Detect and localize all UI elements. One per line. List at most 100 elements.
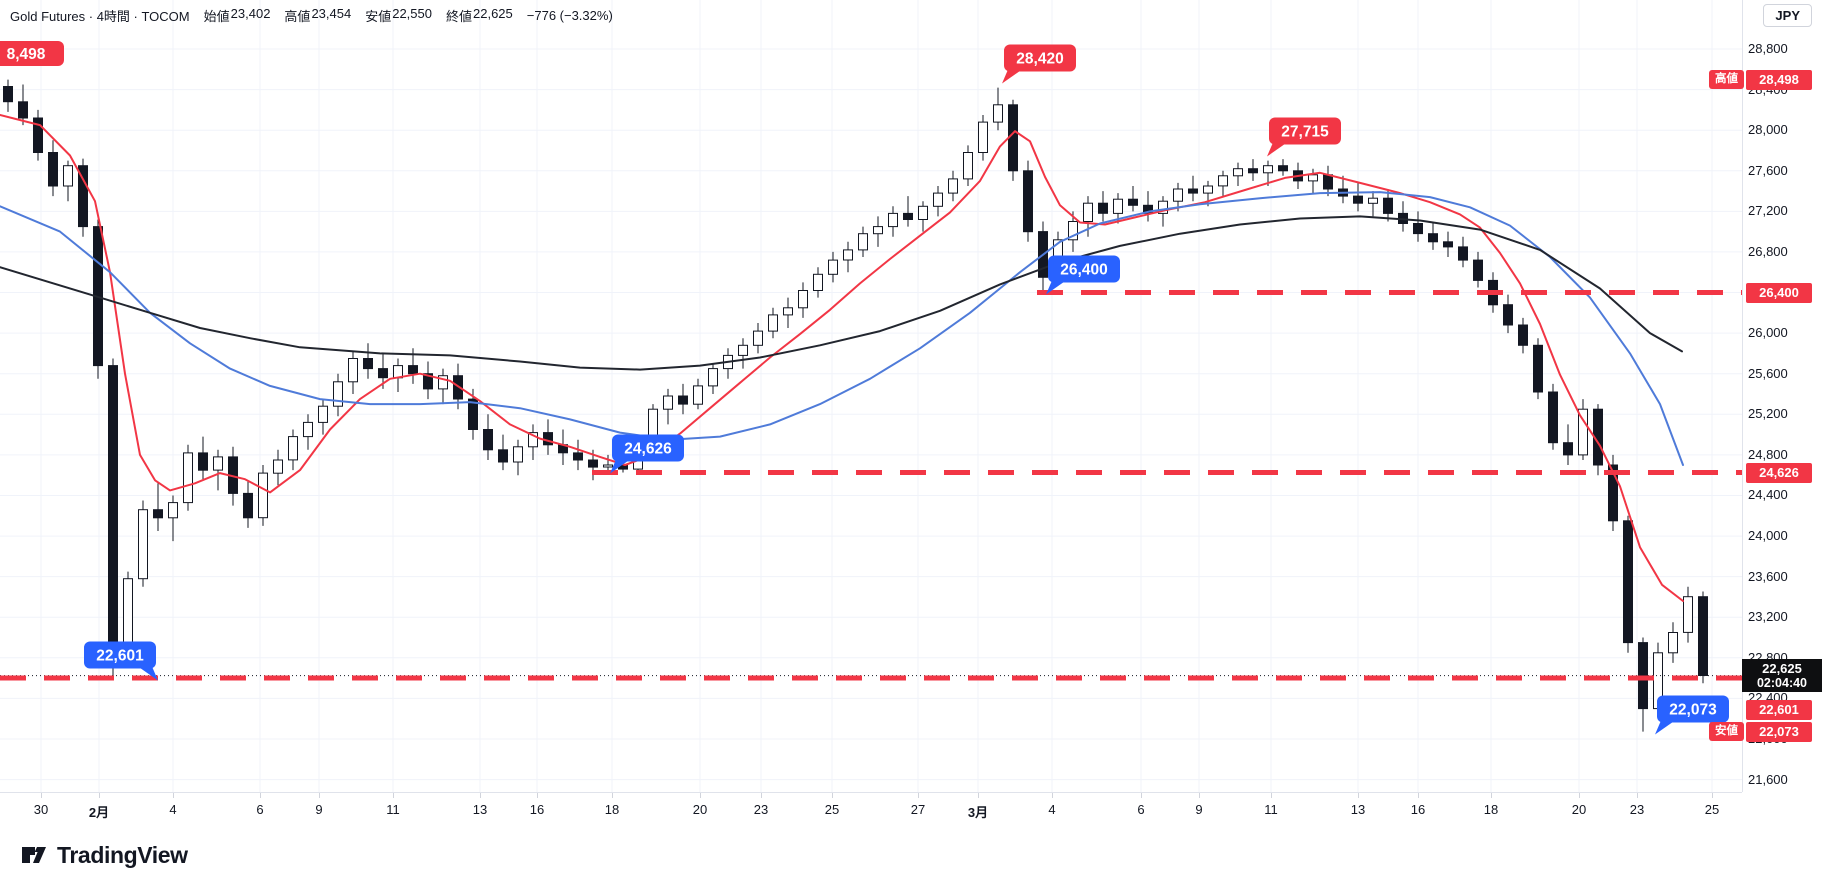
time-axis-label: 9: [1195, 802, 1203, 817]
svg-text:24,626: 24,626: [624, 441, 672, 458]
time-axis-tickmark: [1052, 793, 1053, 798]
callout-28420[interactable]: 28,420: [1002, 44, 1076, 84]
time-axis-label: 27: [910, 802, 926, 817]
level-22601-badge: 22,601: [1746, 700, 1812, 720]
price-axis-label: 23,200: [1748, 609, 1788, 625]
time-axis-tickmark: [1579, 793, 1580, 798]
time-axis-label: 13: [1350, 802, 1366, 817]
time-axis-tickmark: [1712, 793, 1713, 798]
svg-text:22,073: 22,073: [1669, 702, 1717, 719]
ma-long-black: [0, 215, 1683, 371]
time-axis-label: 3月: [967, 805, 989, 820]
time-axis-label: 13: [472, 802, 488, 817]
time-axis-tickmark: [537, 793, 538, 798]
time-axis-label: 20: [1571, 802, 1587, 817]
time-axis-label: 4: [169, 802, 177, 817]
time-axis-label: 20: [692, 802, 708, 817]
price-axis-label: 27,600: [1748, 162, 1788, 178]
symbol-info-bar: Gold Futures · 4時間 · TOCOM 始値 23,402 高値 23…: [10, 5, 613, 25]
time-axis-tickmark: [1141, 793, 1142, 798]
time-axis-label: 16: [1410, 802, 1426, 817]
grid-layer: [0, 0, 1742, 792]
price-axis-label: 28,000: [1748, 122, 1788, 138]
time-axis-label: 18: [604, 802, 620, 817]
time-axis-label: 18: [1483, 802, 1499, 817]
price-axis-label: 26,000: [1748, 325, 1788, 341]
svg-text:22,601: 22,601: [96, 648, 144, 665]
time-axis-label: 4: [1048, 802, 1056, 817]
low-value: 安値 22,550: [365, 5, 432, 24]
time-axis-label: 9: [315, 802, 323, 817]
time-axis-label: 2月: [88, 805, 110, 820]
candles-layer: [3, 79, 1708, 732]
time-axis-label: 11: [386, 802, 400, 817]
time-axis-tickmark: [1358, 793, 1359, 798]
time-axis-tickmark: [260, 793, 261, 798]
tradingview-logo-icon: [22, 847, 46, 863]
time-axis-tickmark: [480, 793, 481, 798]
time-axis-tickmark: [612, 793, 613, 798]
candlestick-chart[interactable]: 8,498 22,601 24,626 28,420 27,715 26,400 22,07…: [0, 0, 1742, 792]
time-axis-tickmark: [832, 793, 833, 798]
time-axis-tickmark: [319, 793, 320, 798]
time-axis-label: 11: [1264, 802, 1278, 817]
callout-26400[interactable]: 26,400: [1046, 255, 1120, 295]
time-axis-tickmark: [978, 793, 979, 798]
time-axis-tickmark: [41, 793, 42, 798]
level-26400-badge: 26,400: [1746, 282, 1812, 303]
callout-24626[interactable]: 24,626: [610, 434, 684, 474]
low-badge: 安値 22,073: [1709, 721, 1812, 742]
time-axis-tickmark: [918, 793, 919, 798]
time-axis-label: 6: [256, 802, 264, 817]
high-value: 高値 23,454: [284, 5, 352, 24]
time-axis-tickmark: [1271, 793, 1272, 798]
time-axis-label: 25: [824, 802, 840, 817]
price-axis-label: 25,200: [1748, 406, 1788, 422]
time-axis-tickmark: [1199, 793, 1200, 798]
time-axis[interactable]: 30 2月 4 6 9 11 13 16 18 20 23 25 27 3月 4 6 9 11 13 16 18 20 23…: [0, 792, 1742, 829]
price-axis-label: 23,600: [1748, 568, 1788, 584]
footer: TradingView: [0, 828, 1822, 889]
ma-short-red: [0, 114, 1684, 602]
time-axis-label: 23: [1629, 802, 1645, 817]
callout-27715[interactable]: 27,715: [1267, 117, 1341, 157]
price-axis-label: 27,200: [1748, 203, 1788, 219]
current-price-badge: 22,625 02:04:40: [1742, 658, 1822, 692]
svg-text:28,420: 28,420: [1016, 51, 1063, 68]
time-axis-tickmark: [99, 793, 100, 798]
svg-text:26,400: 26,400: [1060, 262, 1107, 279]
close-value: 終値 22,625: [445, 5, 513, 24]
ma-mid-blue: [0, 191, 1684, 466]
tradingview-logo-text: TradingView: [57, 841, 188, 868]
time-axis-tickmark: [700, 793, 701, 798]
price-axis-label: 26,800: [1748, 243, 1788, 259]
time-axis-tickmark: [1491, 793, 1492, 798]
price-axis-label: 24,400: [1748, 487, 1788, 503]
price-axis-label: 24,000: [1748, 528, 1788, 544]
currency-toggle-button[interactable]: JPY: [1763, 4, 1812, 27]
price-axis-label: 24,800: [1748, 446, 1788, 462]
level-24626-badge: 24,626: [1746, 462, 1812, 483]
time-axis-tickmark: [393, 793, 394, 798]
high-badge: 高値 28,498: [1709, 69, 1812, 90]
time-axis-label: 25: [1704, 802, 1720, 817]
svg-text:8,498: 8,498: [7, 46, 46, 63]
callout-22601[interactable]: 22,601: [84, 641, 158, 681]
time-axis-tickmark: [761, 793, 762, 798]
symbol-title: Gold Futures · 4時間 · TOCOM: [10, 8, 190, 24]
time-axis-label: 16: [529, 802, 545, 817]
price-axis-label: 21,600: [1748, 771, 1788, 787]
time-axis-tickmark: [173, 793, 174, 798]
callout-22073[interactable]: 22,073: [1655, 695, 1729, 735]
open-value: 始値 23,402: [203, 5, 271, 24]
time-axis-label: 30: [33, 802, 49, 817]
time-axis-label: 6: [1137, 802, 1145, 817]
svg-text:27,715: 27,715: [1281, 124, 1329, 141]
tradingview-logo[interactable]: TradingView: [20, 841, 188, 869]
price-axis-label: 28,800: [1748, 41, 1788, 56]
time-axis-label: 23: [753, 802, 769, 817]
time-axis-tickmark: [1637, 793, 1638, 798]
change-value: −776 (−3.32%): [526, 7, 613, 23]
callout-28498[interactable]: 8,498: [0, 41, 64, 66]
